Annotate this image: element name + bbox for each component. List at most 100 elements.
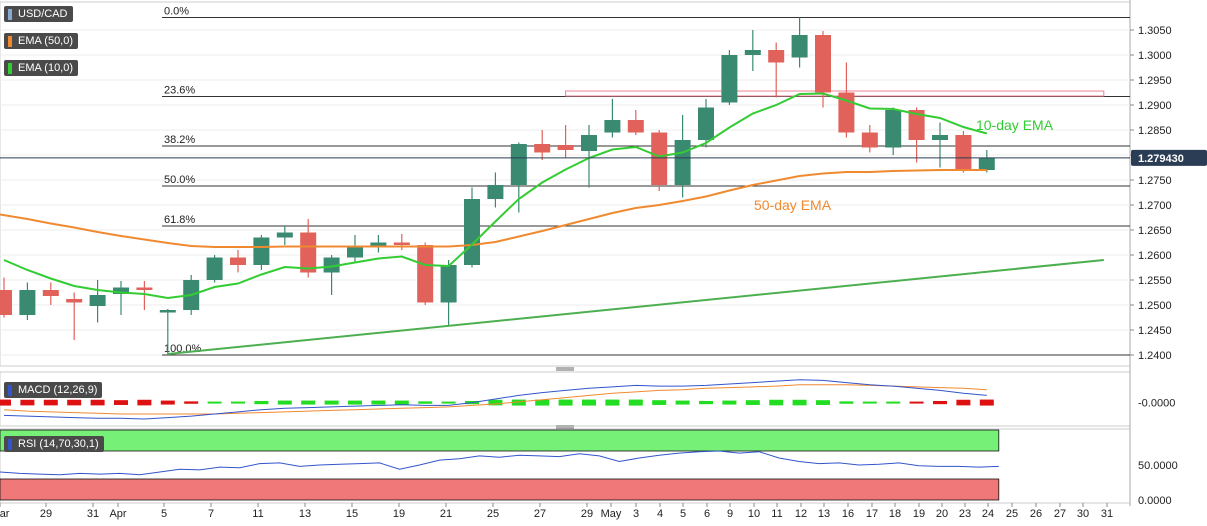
date-tick-label: 24: [982, 508, 994, 520]
date-tick-label: 26: [1030, 508, 1042, 520]
date-tick-label: May: [601, 508, 622, 520]
rsi-swatch: [8, 439, 12, 450]
price-tick-label: 1.2450: [1138, 325, 1172, 337]
date-tick-label: 29: [40, 508, 52, 520]
price-tick-label: 1.2750: [1138, 175, 1172, 187]
fib-level-label: 23.6%: [164, 85, 195, 97]
date-tick-label: Apr: [109, 508, 126, 520]
date-tick-label: 13: [818, 508, 830, 520]
date-tick-label: 3: [633, 508, 639, 520]
candle-body: [347, 247, 363, 258]
date-tick-label: 7: [208, 508, 214, 520]
candle-body: [66, 299, 83, 303]
candle-body: [627, 120, 644, 133]
ema10-line: [3, 92, 988, 300]
support-trendline: [167, 259, 1104, 355]
candle-body: [581, 135, 597, 151]
price-tick-label: 1.3000: [1138, 50, 1172, 62]
price-tick-label: 1.2550: [1138, 275, 1172, 287]
legend-macd[interactable]: MACD (12,26,9): [4, 382, 103, 398]
candle-body: [908, 110, 925, 140]
candle-body: [651, 132, 668, 185]
date-tick-label: 11: [252, 508, 263, 520]
candle-body: [276, 232, 293, 238]
ema-layer: [0, 92, 1104, 355]
ema50-swatch: [8, 36, 12, 47]
candle-body: [464, 199, 480, 265]
date-tick-label: 6: [704, 508, 710, 520]
candle-body: [510, 144, 527, 185]
price-tick-label: 1.2400: [1138, 350, 1172, 362]
candle-body: [159, 310, 176, 313]
candle-body: [0, 290, 12, 315]
legend-symbol[interactable]: USD/CAD: [4, 6, 73, 22]
candles-layer: [0, 17, 995, 355]
candle-body: [932, 135, 948, 140]
candle-body: [534, 144, 551, 153]
ema10-swatch: [8, 63, 12, 74]
date-tick-label: 30: [1077, 508, 1089, 520]
candle-body: [955, 135, 972, 170]
legend-ema10-text: EMA (10,0): [18, 62, 74, 74]
date-tick-label: 12: [795, 508, 807, 520]
fib-level-label: 61.8%: [164, 214, 195, 226]
candle-body: [323, 257, 340, 273]
date-tick-label: 9: [727, 508, 733, 520]
rsi-oversold-band: [0, 478, 1000, 501]
candle-body: [721, 55, 738, 103]
candle-body: [861, 132, 878, 148]
date-tick-label: 15: [346, 508, 358, 520]
macd-swatch: [8, 385, 12, 396]
ema10-annotation: 10-day EMA: [976, 117, 1054, 133]
date-tick-label: 18: [889, 508, 901, 520]
date-tick-label: 17: [866, 508, 878, 520]
legend-symbol-text: USD/CAD: [18, 8, 68, 20]
legend-ema10[interactable]: EMA (10,0): [4, 60, 79, 76]
price-tick-label: 1.2600: [1138, 250, 1172, 262]
candle-body: [300, 232, 317, 273]
current-price-value: 1.279430: [1138, 153, 1184, 165]
price-tick-label: 1.2700: [1138, 200, 1172, 212]
candle-body: [42, 290, 59, 296]
candle-body: [698, 107, 714, 140]
symbol-swatch: [8, 9, 12, 20]
price-tick-label: 1.3050: [1138, 25, 1172, 37]
date-tick-label: 19: [913, 508, 925, 520]
price-tick-label: 1.2650: [1138, 225, 1172, 237]
candle-body: [557, 145, 574, 150]
legend-macd-text: MACD (12,26,9): [18, 384, 98, 396]
macd-tick-label: -0.0000: [1138, 398, 1175, 410]
candle-body: [113, 287, 129, 294]
date-tick-label: 4: [657, 508, 663, 520]
resistance-zone: [565, 90, 1105, 97]
candle-body: [744, 50, 761, 55]
candle-body: [978, 158, 995, 170]
candle-body: [230, 257, 246, 265]
rsi-overbought-band: [0, 429, 1000, 452]
candle-body: [815, 35, 831, 93]
date-tick-label: 27: [534, 508, 546, 520]
fib-level-label: 0.0%: [164, 6, 189, 18]
legend-ema50[interactable]: EMA (50,0): [4, 33, 79, 49]
legend-rsi-text: RSI (14,70,30,1): [18, 438, 99, 450]
price-tick-label: 1.2500: [1138, 300, 1172, 312]
macd-signal-line: [3, 384, 987, 415]
candle-body: [791, 35, 808, 58]
candle-body: [136, 287, 153, 290]
date-tick-label: 20: [936, 508, 948, 520]
date-tick-label: Mar: [0, 508, 10, 520]
candle-body: [768, 50, 785, 63]
date-tick-label: 16: [842, 508, 854, 520]
date-tick-label: 13: [299, 508, 311, 520]
candle-body: [206, 257, 223, 280]
candle-body: [674, 140, 691, 185]
legend-rsi[interactable]: RSI (14,70,30,1): [4, 436, 104, 452]
price-tick-label: 1.2850: [1138, 125, 1172, 137]
price-tick-label: 1.2900: [1138, 100, 1172, 112]
legend-ema50-text: EMA (50,0): [18, 35, 74, 47]
candle-body: [19, 290, 36, 315]
ema50-annotation: 50-day EMA: [754, 197, 832, 213]
rsi-line: [0, 450, 999, 476]
candle-body: [487, 185, 504, 199]
